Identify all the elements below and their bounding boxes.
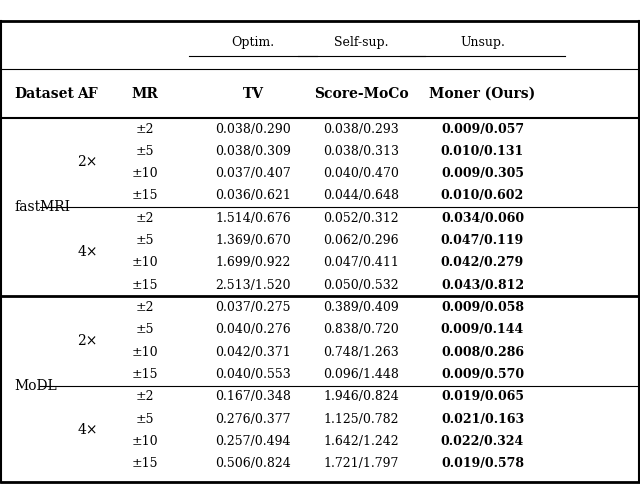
Text: 0.037/0.407: 0.037/0.407 [215,167,291,180]
Text: ±5: ±5 [136,324,154,336]
Text: 0.010/0.131: 0.010/0.131 [441,145,524,158]
Text: 0.038/0.313: 0.038/0.313 [323,145,399,158]
Text: ±2: ±2 [136,212,154,225]
Text: AF: AF [77,86,98,101]
Text: Moner (Ours): Moner (Ours) [429,86,536,101]
Text: 0.036/0.621: 0.036/0.621 [215,189,291,203]
Text: 0.009/0.570: 0.009/0.570 [441,368,524,381]
Text: 0.040/0.276: 0.040/0.276 [215,324,291,336]
Text: 0.042/0.371: 0.042/0.371 [215,346,291,359]
Text: ±10: ±10 [131,167,158,180]
Text: 0.038/0.290: 0.038/0.290 [215,122,291,136]
Text: ±5: ±5 [136,234,154,247]
Text: ±15: ±15 [131,189,158,203]
Text: 0.096/1.448: 0.096/1.448 [323,368,399,381]
Text: ±15: ±15 [131,279,158,292]
Text: 0.009/0.305: 0.009/0.305 [441,167,524,180]
Text: 0.022/0.324: 0.022/0.324 [441,435,524,448]
Text: 0.040/0.470: 0.040/0.470 [323,167,399,180]
Text: 0.042/0.279: 0.042/0.279 [441,256,524,269]
Text: 1.369/0.670: 1.369/0.670 [215,234,291,247]
Text: 0.040/0.553: 0.040/0.553 [215,368,291,381]
Text: 0.008/0.286: 0.008/0.286 [441,346,524,359]
Text: ±5: ±5 [136,413,154,426]
Text: 0.748/1.263: 0.748/1.263 [324,346,399,359]
Text: 0.047/0.119: 0.047/0.119 [441,234,524,247]
Text: 0.506/0.824: 0.506/0.824 [215,457,291,470]
Text: 0.038/0.309: 0.038/0.309 [215,145,291,158]
Text: ±10: ±10 [131,435,158,448]
Text: 0.009/0.144: 0.009/0.144 [441,324,524,336]
Text: 2×: 2× [77,156,98,169]
Text: 1.514/0.676: 1.514/0.676 [215,212,291,225]
Text: MR: MR [131,86,158,101]
Text: 1.699/0.922: 1.699/0.922 [216,256,291,269]
Text: 0.043/0.812: 0.043/0.812 [441,279,524,292]
Text: TV: TV [243,86,264,101]
Text: 0.389/0.409: 0.389/0.409 [324,301,399,314]
Text: 1.125/0.782: 1.125/0.782 [324,413,399,426]
Text: ±2: ±2 [136,301,154,314]
Text: 0.062/0.296: 0.062/0.296 [324,234,399,247]
Text: 4×: 4× [77,245,98,259]
Text: 0.009/0.057: 0.009/0.057 [441,122,524,136]
Text: ±15: ±15 [131,457,158,470]
Text: 0.037/0.275: 0.037/0.275 [215,301,291,314]
Text: ±10: ±10 [131,346,158,359]
Text: 2×: 2× [77,334,98,348]
Text: ±5: ±5 [136,145,154,158]
Text: 0.019/0.578: 0.019/0.578 [441,457,524,470]
Text: 0.021/0.163: 0.021/0.163 [441,413,524,426]
Text: 0.044/0.648: 0.044/0.648 [323,189,399,203]
Text: MoDL: MoDL [14,379,57,393]
Text: 0.052/0.312: 0.052/0.312 [324,212,399,225]
Text: 0.257/0.494: 0.257/0.494 [215,435,291,448]
Text: 0.034/0.060: 0.034/0.060 [441,212,524,225]
Text: 0.276/0.377: 0.276/0.377 [215,413,291,426]
Text: 0.038/0.293: 0.038/0.293 [324,122,399,136]
Text: ±10: ±10 [131,256,158,269]
Text: 0.009/0.058: 0.009/0.058 [441,301,524,314]
Text: 4×: 4× [77,423,98,437]
Text: Score-MoCo: Score-MoCo [314,86,409,101]
Text: Unsup.: Unsup. [460,36,505,49]
Text: Self-sup.: Self-sup. [334,36,388,49]
Text: 0.019/0.065: 0.019/0.065 [441,390,524,404]
Text: 0.050/0.532: 0.050/0.532 [324,279,399,292]
Text: ±15: ±15 [131,368,158,381]
Text: 1.642/1.242: 1.642/1.242 [324,435,399,448]
Text: 1.946/0.824: 1.946/0.824 [324,390,399,404]
Text: 0.838/0.720: 0.838/0.720 [324,324,399,336]
Text: ±2: ±2 [136,122,154,136]
Text: 0.010/0.602: 0.010/0.602 [441,189,524,203]
Text: ±2: ±2 [136,390,154,404]
Text: Optim.: Optim. [232,36,275,49]
Text: 0.047/0.411: 0.047/0.411 [323,256,399,269]
Text: 2.513/1.520: 2.513/1.520 [215,279,291,292]
Text: fastMRI: fastMRI [14,200,70,214]
Text: 0.167/0.348: 0.167/0.348 [215,390,291,404]
Text: Dataset: Dataset [14,86,74,101]
Text: 1.721/1.797: 1.721/1.797 [324,457,399,470]
